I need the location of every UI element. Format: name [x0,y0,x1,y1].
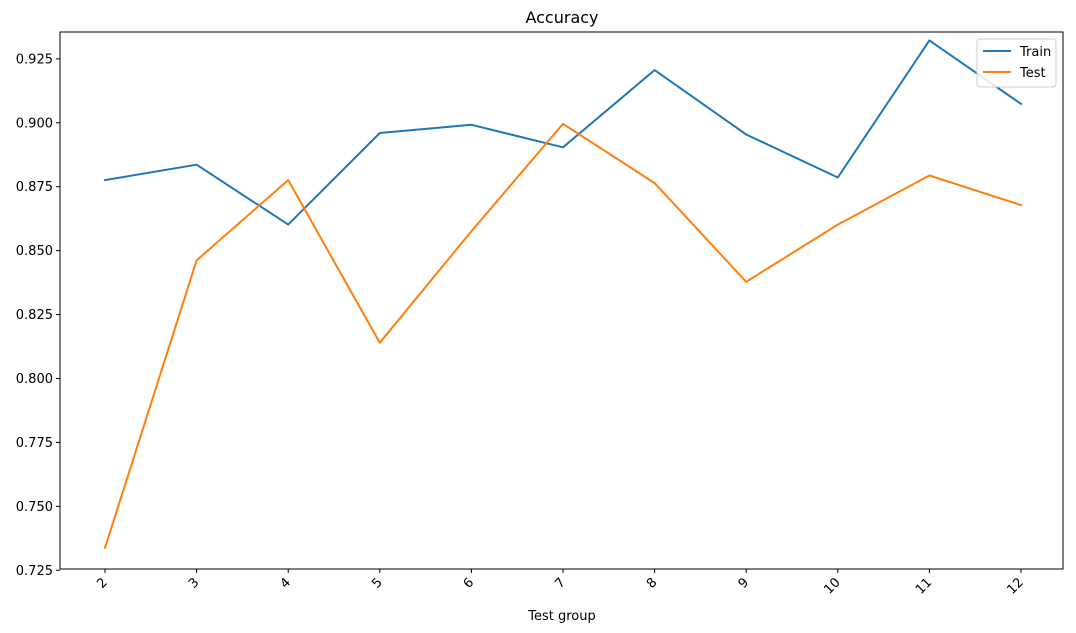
series-line-train [103,39,1023,226]
x-tick-label: 10 [821,575,843,597]
chart-title: Accuracy [525,8,598,27]
y-tick-label: 0.725 [16,564,53,579]
x-tick-label: 9 [736,575,752,591]
x-axis-label: Test group [527,609,596,624]
y-tick-label: 0.750 [16,500,53,515]
y-tick-label: 0.875 [16,180,53,195]
x-tick-label: 7 [552,575,568,591]
x-tick-label: 5 [369,575,385,591]
x-tick-label: 8 [644,575,660,591]
y-tick-label: 0.925 [16,52,53,67]
x-tick-label: 12 [1005,575,1027,597]
y-tick-label: 0.900 [16,116,53,131]
y-tick-label: 0.850 [16,244,53,259]
series-line-test [103,122,1023,550]
legend-label-test: Test [1019,66,1046,81]
x-tick-label: 4 [278,575,294,591]
x-tick-label: 6 [461,575,477,591]
y-axis: 0.725 0.750 0.775 0.800 0.825 0.850 0.875 0.900… [16,52,60,579]
plot-frame [59,31,1064,570]
x-tick-label: 3 [186,575,202,591]
x-axis: 2 3 4 5 6 7 8 9 10 11 12 [94,569,1027,598]
legend: Train Test [976,38,1057,88]
plot-area [59,31,1064,570]
y-tick-label: 0.800 [16,372,53,387]
legend-label-train: Train [1019,45,1051,60]
y-tick-label: 0.775 [16,436,53,451]
x-tick-label: 2 [94,575,110,591]
series-layer [103,39,1023,550]
x-tick-label: 11 [913,575,935,597]
y-tick-label: 0.825 [16,308,53,323]
